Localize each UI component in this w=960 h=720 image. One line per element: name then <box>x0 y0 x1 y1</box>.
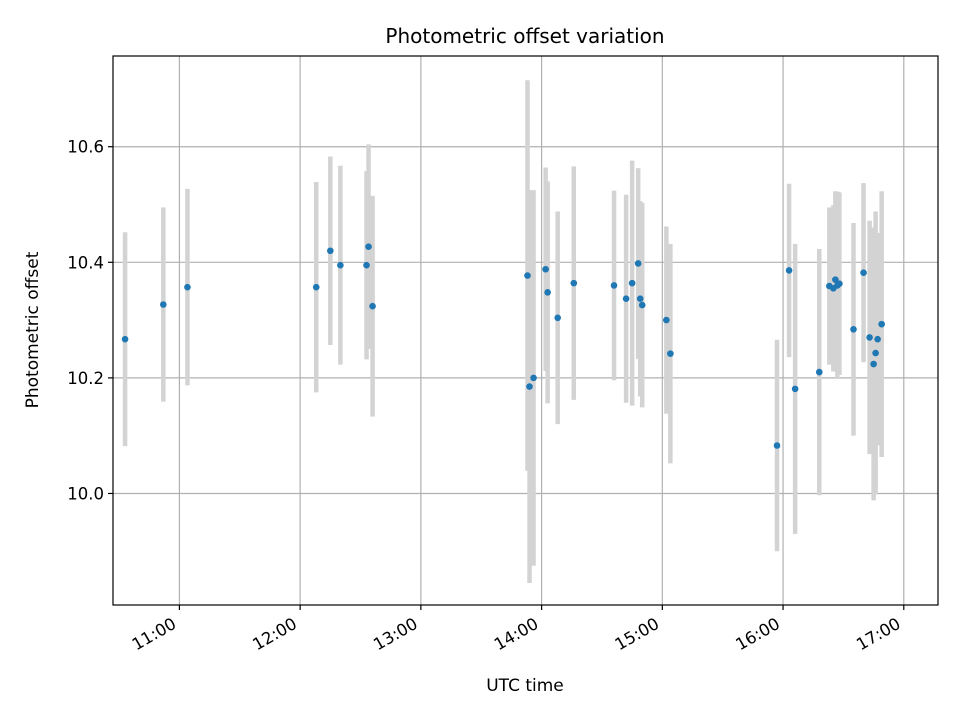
data-point <box>622 295 630 303</box>
data-point <box>610 282 618 289</box>
data-point <box>791 385 799 393</box>
y-axis-ticks: 10.0 10.2 10.4 10.6 <box>67 138 113 503</box>
data-point <box>663 316 670 324</box>
data-point <box>530 374 537 382</box>
data-point <box>121 335 129 343</box>
data-point <box>337 261 344 269</box>
data-point <box>544 289 551 296</box>
y-tick-label: 10.0 <box>67 484 104 503</box>
data-point <box>184 283 191 291</box>
data-point <box>554 314 561 322</box>
y-tick-label: 10.2 <box>67 369 104 388</box>
data-point <box>365 243 372 251</box>
data-point <box>878 320 885 328</box>
data-point <box>850 326 857 333</box>
data-point <box>872 349 879 357</box>
data-markers <box>121 243 885 449</box>
plot-frame <box>112 55 939 606</box>
x-axis-label: UTC time <box>486 676 564 696</box>
data-point <box>636 295 644 303</box>
data-point <box>874 335 881 343</box>
data-point <box>312 283 320 291</box>
data-point <box>870 360 877 368</box>
data-point <box>638 301 646 309</box>
data-point <box>815 368 823 376</box>
y-axis-label: Photometric offset <box>23 251 43 408</box>
data-point <box>860 269 867 277</box>
data-point <box>327 247 334 255</box>
data-point <box>785 267 793 274</box>
data-point <box>369 302 376 310</box>
data-point <box>773 442 781 449</box>
data-point <box>832 276 839 283</box>
y-tick-label: 10.6 <box>67 138 104 157</box>
data-point <box>866 334 873 341</box>
data-point <box>542 265 549 273</box>
data-point <box>628 279 636 287</box>
data-point <box>836 280 843 287</box>
data-point <box>570 279 578 287</box>
data-point <box>667 350 674 357</box>
data-point <box>524 272 531 279</box>
data-point <box>363 261 370 269</box>
chart-title: Photometric offset variation <box>385 24 664 48</box>
data-point <box>526 383 533 390</box>
data-point <box>160 301 167 308</box>
data-point <box>634 260 642 267</box>
y-tick-label: 10.4 <box>67 253 104 272</box>
